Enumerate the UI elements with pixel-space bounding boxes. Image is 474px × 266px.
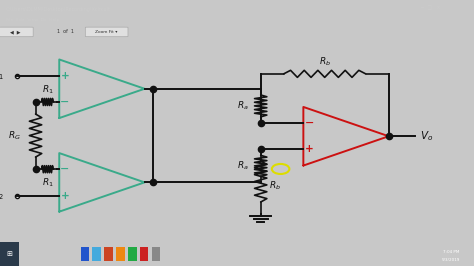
Text: ◀  ▶: ◀ ▶ — [10, 30, 21, 34]
Text: +: + — [61, 70, 69, 81]
Bar — [92, 247, 101, 261]
Text: File  Edit  View  Do  Help: File Edit View Do Help — [6, 18, 59, 22]
Text: $R_1$: $R_1$ — [42, 177, 53, 189]
Bar — [104, 247, 113, 261]
Text: 5/3/2019: 5/3/2019 — [441, 258, 460, 262]
Text: $R_G$: $R_G$ — [8, 129, 20, 142]
Text: C:\Users\DLMM\Desktop\Recording\Xcircuit: C:\Users\DLMM\Desktop\Recording\Xcircuit — [6, 7, 111, 12]
Bar — [81, 247, 89, 261]
Text: $V_o$: $V_o$ — [420, 129, 434, 143]
Text: $R_a$: $R_a$ — [237, 100, 249, 112]
Text: $R_b$: $R_b$ — [269, 179, 281, 192]
Bar — [140, 247, 148, 261]
Text: 7:04 PM: 7:04 PM — [443, 250, 460, 254]
Text: ⊞: ⊞ — [7, 251, 12, 257]
Text: 1  of  1: 1 of 1 — [57, 30, 74, 34]
FancyBboxPatch shape — [85, 27, 128, 37]
Text: −: − — [304, 118, 314, 128]
Bar — [128, 247, 137, 261]
Text: $R_b$: $R_b$ — [319, 55, 331, 68]
Text: −: − — [60, 97, 70, 107]
Text: +: + — [61, 190, 69, 201]
Text: $V_{i1}$: $V_{i1}$ — [0, 69, 4, 82]
Bar — [152, 247, 160, 261]
Text: ─   □   ✕: ─ □ ✕ — [420, 5, 441, 10]
Text: $R_1$: $R_1$ — [42, 84, 53, 96]
Text: $V_{i2}$: $V_{i2}$ — [0, 189, 4, 202]
Bar — [116, 247, 125, 261]
FancyBboxPatch shape — [0, 27, 33, 37]
Text: Zoom Fit ▾: Zoom Fit ▾ — [95, 30, 118, 34]
Text: $R_a$: $R_a$ — [237, 160, 249, 172]
Bar — [0, 242, 19, 266]
Text: +: + — [305, 144, 313, 155]
Text: −: − — [60, 164, 70, 174]
